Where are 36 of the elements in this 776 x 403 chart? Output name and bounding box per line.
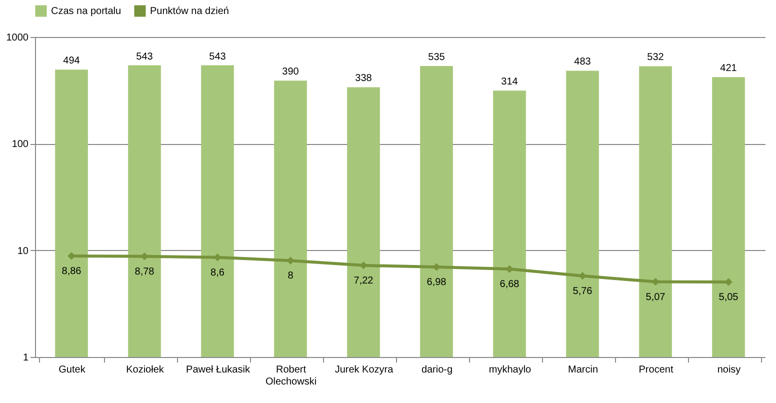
data-label: 338 (355, 73, 372, 84)
data-label: 7,22 (354, 275, 374, 286)
x-tick-label: mykhaylo (488, 364, 532, 376)
legend-label: Punktów na dzień (150, 6, 229, 17)
data-label: 8,6 (210, 267, 225, 278)
data-label: 494 (63, 56, 80, 67)
y-tick-label: 1 (22, 352, 29, 364)
data-label: 314 (501, 76, 518, 88)
data-label: 483 (574, 56, 592, 68)
data-label: 8,78 (134, 266, 155, 278)
legend-label: Czas na portalu (51, 6, 122, 17)
x-tick-label: noisy (717, 364, 741, 376)
x-tick-label: Gutek (58, 364, 86, 376)
data-label: 390 (282, 66, 300, 78)
data-label: 5,07 (646, 292, 666, 303)
data-label: 6,68 (500, 279, 520, 290)
data-label: 535 (428, 52, 446, 63)
data-label: 5,05 (718, 292, 739, 303)
data-label: 543 (136, 51, 154, 62)
x-tick-label: Jurek Kozyra (334, 364, 394, 376)
x-tick-label: Marcin (568, 364, 598, 376)
y-tick-label: 10 (17, 246, 29, 257)
data-label: 8 (288, 270, 294, 282)
y-tick-label: 100 (12, 139, 29, 150)
data-label: 421 (720, 63, 738, 74)
data-label: 5,76 (572, 286, 593, 297)
x-tick-label: Paweł Łukasik (186, 364, 251, 376)
x-tick-label: dario-g (421, 364, 453, 376)
data-label: 532 (647, 52, 664, 64)
data-label: 543 (209, 51, 226, 62)
x-tick-label: Koziołek (126, 364, 165, 376)
x-tick-label: Robert Olechowski (265, 364, 317, 388)
x-tick-label: Procent (638, 364, 674, 376)
data-label: 6,98 (426, 276, 447, 288)
y-tick-label: 1000 (6, 32, 29, 44)
data-label: 8,86 (62, 266, 82, 277)
